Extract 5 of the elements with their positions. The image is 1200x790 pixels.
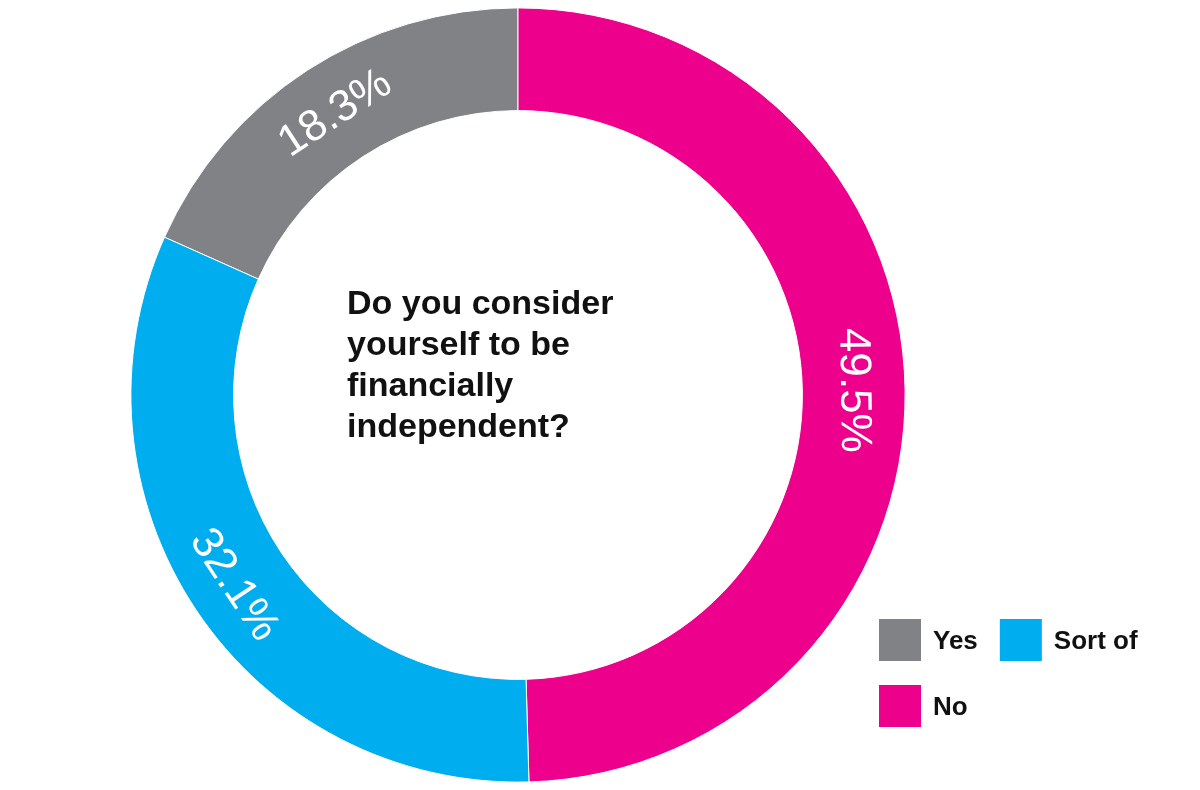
legend-label: Sort of (1053, 625, 1138, 655)
text: Do you consider yourself to be financially independent? (347, 282, 623, 444)
data-label: 49.5% (831, 327, 883, 453)
legend-label: Yes (933, 625, 978, 655)
legend-label: No (933, 691, 968, 721)
